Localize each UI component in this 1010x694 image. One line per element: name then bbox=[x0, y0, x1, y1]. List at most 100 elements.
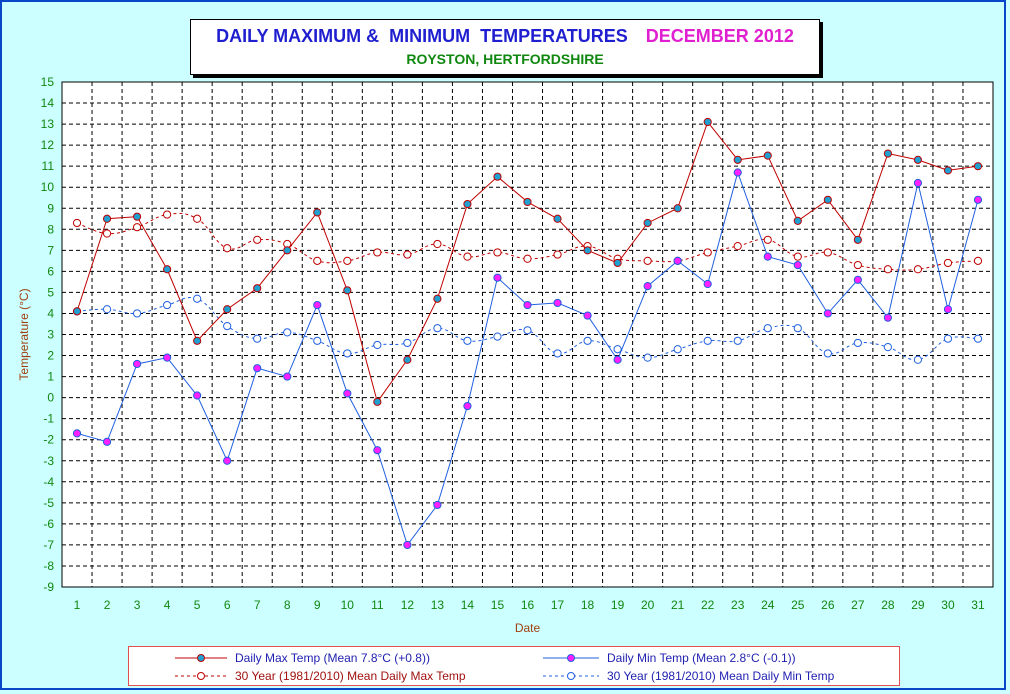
data-point-max bbox=[793, 216, 802, 225]
data-point-min bbox=[223, 456, 232, 465]
chart-title: DAILY MAXIMUM & MINIMUM TEMPERATURES bbox=[216, 26, 628, 46]
data-point-max bbox=[373, 397, 382, 406]
x-tick-label: 29 bbox=[911, 598, 925, 612]
data-point-max bbox=[703, 117, 712, 127]
x-tick-label: 17 bbox=[551, 598, 565, 612]
data-point-min bbox=[853, 275, 862, 284]
data-point-max bbox=[223, 305, 232, 314]
y-tick-label: -5 bbox=[43, 496, 54, 510]
data-point-min bbox=[823, 309, 832, 318]
data-point-max bbox=[193, 336, 202, 345]
data-point-avg-max bbox=[913, 265, 923, 274]
y-tick-label: 4 bbox=[47, 306, 54, 320]
data-point-avg-max bbox=[643, 256, 652, 265]
legend-swatch-avg-max bbox=[175, 672, 227, 680]
data-point-max bbox=[883, 149, 892, 158]
data-point-min bbox=[163, 353, 172, 362]
data-point-min bbox=[193, 391, 202, 400]
data-point-max bbox=[523, 197, 532, 207]
data-point-avg-max bbox=[102, 229, 112, 238]
data-point-avg-min bbox=[883, 343, 892, 352]
x-tick-label: 2 bbox=[104, 598, 111, 612]
x-tick-label: 9 bbox=[314, 598, 321, 612]
y-tick-label: -4 bbox=[43, 475, 54, 489]
data-point-avg-max bbox=[253, 235, 262, 244]
data-point-min bbox=[643, 282, 652, 291]
legend-swatch-min bbox=[543, 654, 599, 662]
data-point-max bbox=[973, 162, 983, 171]
data-point-avg-min bbox=[463, 336, 472, 345]
title-box: DAILY MAXIMUM & MINIMUM TEMPERATURES DECE… bbox=[190, 19, 820, 75]
data-point-min bbox=[583, 311, 592, 320]
x-tick-label: 7 bbox=[254, 598, 261, 612]
y-tick-label: 6 bbox=[47, 264, 54, 278]
data-point-avg-min bbox=[613, 345, 622, 354]
data-point-avg-min bbox=[223, 321, 232, 331]
x-axis-title: Date bbox=[515, 621, 541, 635]
data-point-avg-max bbox=[493, 248, 502, 257]
data-point-avg-min bbox=[193, 294, 202, 303]
x-tick-label: 22 bbox=[701, 598, 715, 612]
data-point-avg-min bbox=[763, 324, 772, 333]
data-point-max bbox=[463, 199, 472, 209]
data-point-avg-min bbox=[793, 324, 802, 333]
x-tick-label: 13 bbox=[431, 598, 445, 612]
legend-item-min: Daily Min Temp (Mean 2.8°C (-0.1)) bbox=[541, 649, 796, 667]
title-line: DAILY MAXIMUM & MINIMUM TEMPERATURES DECE… bbox=[191, 26, 819, 47]
chart-month: DECEMBER 2012 bbox=[645, 26, 794, 46]
data-point-avg-max bbox=[553, 250, 562, 259]
data-point-min bbox=[493, 273, 502, 282]
data-point-min bbox=[973, 195, 983, 204]
legend-label-avg-max: 30 Year (1981/2010) Mean Daily Max Temp bbox=[235, 669, 466, 683]
x-tick-label: 12 bbox=[401, 598, 415, 612]
data-point-avg-min bbox=[853, 338, 862, 348]
data-point-avg-max bbox=[463, 252, 472, 261]
legend-label-avg-min: 30 Year (1981/2010) Mean Daily Min Temp bbox=[607, 669, 835, 683]
data-point-avg-min bbox=[433, 324, 442, 333]
x-tick-label: 21 bbox=[671, 598, 685, 612]
x-tick-label: 3 bbox=[134, 598, 141, 612]
y-tick-label: 3 bbox=[47, 328, 54, 342]
y-tick-label: -8 bbox=[43, 559, 54, 573]
data-point-max bbox=[313, 208, 322, 217]
data-point-max bbox=[102, 214, 112, 223]
chart-subtitle: ROYSTON, HERTFORDSHIRE bbox=[406, 51, 604, 67]
y-tick-label: 5 bbox=[47, 285, 54, 299]
y-tick-label: 14 bbox=[41, 96, 55, 110]
y-tick-label: -1 bbox=[43, 412, 54, 426]
data-point-max bbox=[823, 195, 832, 204]
x-tick-label: 28 bbox=[881, 598, 895, 612]
data-point-max bbox=[163, 265, 172, 274]
legend-label-max: Daily Max Temp (Mean 7.8°C (+0.8)) bbox=[235, 651, 430, 665]
x-tick-label: 14 bbox=[461, 598, 475, 612]
data-point-max bbox=[583, 246, 592, 255]
data-point-avg-max bbox=[223, 244, 232, 253]
data-point-min bbox=[913, 178, 923, 188]
data-point-avg-min bbox=[583, 336, 592, 345]
data-point-avg-min bbox=[913, 355, 923, 364]
y-tick-label: 7 bbox=[47, 243, 54, 257]
y-tick-label: -3 bbox=[43, 454, 54, 468]
legend-swatch-max bbox=[175, 654, 227, 662]
data-point-avg-max bbox=[853, 260, 862, 270]
data-point-avg-min bbox=[943, 334, 953, 343]
data-point-avg-max bbox=[433, 239, 442, 249]
data-point-avg-max bbox=[883, 265, 892, 274]
y-tick-label: 13 bbox=[41, 117, 55, 131]
x-tick-label: 5 bbox=[194, 598, 201, 612]
x-tick-label: 30 bbox=[941, 598, 955, 612]
data-point-max bbox=[553, 214, 562, 223]
x-tick-label: 19 bbox=[611, 598, 625, 612]
x-tick-label: 24 bbox=[761, 598, 775, 612]
data-point-min bbox=[763, 252, 772, 261]
data-point-min bbox=[253, 364, 262, 373]
y-tick-label: 12 bbox=[41, 138, 55, 152]
x-tick-label: 26 bbox=[821, 598, 835, 612]
x-tick-label: 11 bbox=[371, 598, 384, 612]
data-point-avg-max bbox=[373, 248, 382, 257]
data-point-max bbox=[132, 212, 142, 221]
data-point-min bbox=[343, 389, 352, 398]
data-point-avg-max bbox=[523, 254, 532, 263]
data-point-max bbox=[283, 246, 292, 255]
